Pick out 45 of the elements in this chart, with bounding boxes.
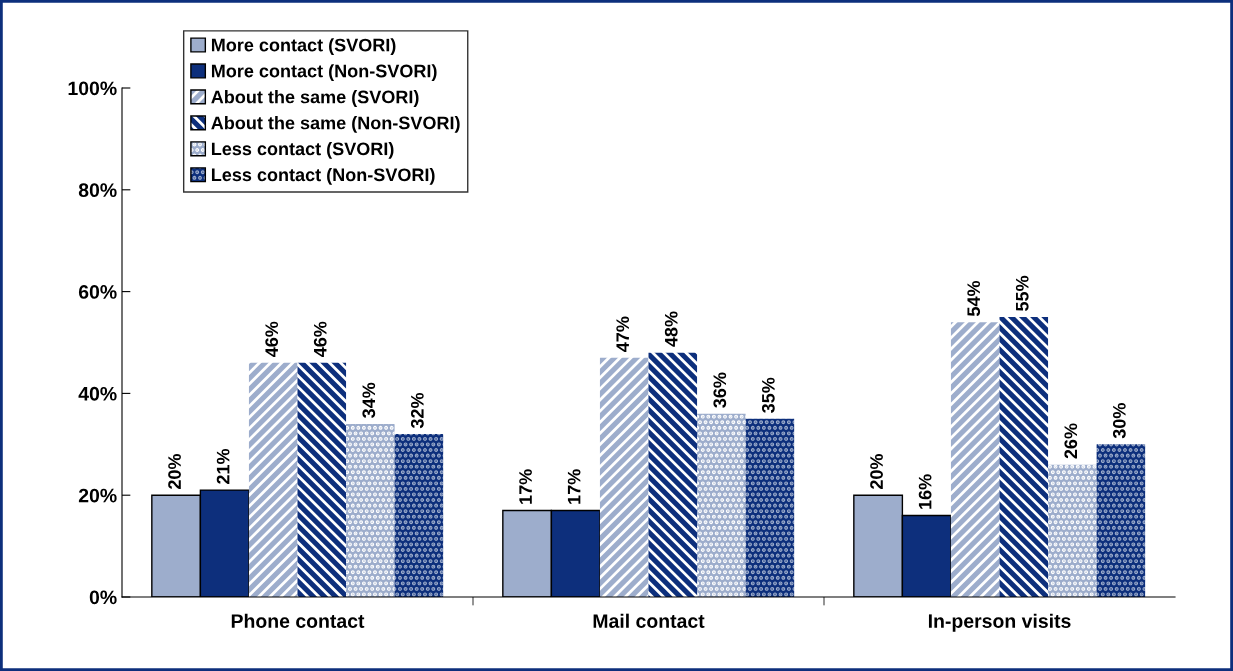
data-label: 17% xyxy=(519,469,532,504)
bar xyxy=(346,423,395,597)
legend-label: About the same (SVORI) xyxy=(211,90,419,107)
data-label: 36% xyxy=(713,372,727,408)
bar xyxy=(297,362,347,597)
data-label: 30% xyxy=(1112,403,1126,439)
data-label: 32% xyxy=(410,392,424,429)
bar xyxy=(648,352,698,597)
x-tick-label: In-person visits xyxy=(928,613,1071,632)
y-tick-label: 20% xyxy=(78,488,117,503)
legend-label: Less contact (Non-SVORI) xyxy=(211,167,435,185)
data-label: 26% xyxy=(1064,423,1078,459)
bar xyxy=(950,322,1000,597)
data-label: 21% xyxy=(216,448,230,484)
legend-label: More contact (Non-SVORI) xyxy=(211,64,437,81)
legend-label: More contact (SVORI) xyxy=(211,38,396,56)
bar xyxy=(1096,444,1146,597)
data-label: 46% xyxy=(265,321,279,358)
data-label: 55% xyxy=(1015,275,1029,311)
y-tick-label: 0% xyxy=(89,590,117,605)
data-label: 34% xyxy=(362,382,376,418)
data-label: 20% xyxy=(870,453,883,490)
bar xyxy=(248,362,298,597)
bar xyxy=(599,357,649,597)
data-label: 48% xyxy=(664,311,678,347)
bar xyxy=(697,413,746,597)
bar xyxy=(999,317,1049,597)
y-tick-label: 40% xyxy=(78,386,117,401)
bar xyxy=(394,434,444,597)
y-tick-label: 80% xyxy=(78,183,117,198)
data-label: 17% xyxy=(567,469,581,504)
legend-label: Less contact (SVORI) xyxy=(211,142,394,159)
data-label: 46% xyxy=(313,321,327,358)
y-tick-label: 60% xyxy=(78,285,117,299)
bar xyxy=(745,418,795,597)
x-tick-label: Phone contact xyxy=(231,613,365,628)
data-label: 47% xyxy=(616,316,630,352)
legend-label: About the same (Non-SVORI) xyxy=(211,116,460,133)
data-label: 20% xyxy=(168,453,181,490)
y-tick-label: 100% xyxy=(68,81,117,96)
data-label: 54% xyxy=(967,280,981,317)
bar xyxy=(1048,464,1097,597)
data-label: 35% xyxy=(761,377,775,413)
data-label: 16% xyxy=(918,474,932,509)
x-tick-label: Mail contact xyxy=(593,613,705,628)
